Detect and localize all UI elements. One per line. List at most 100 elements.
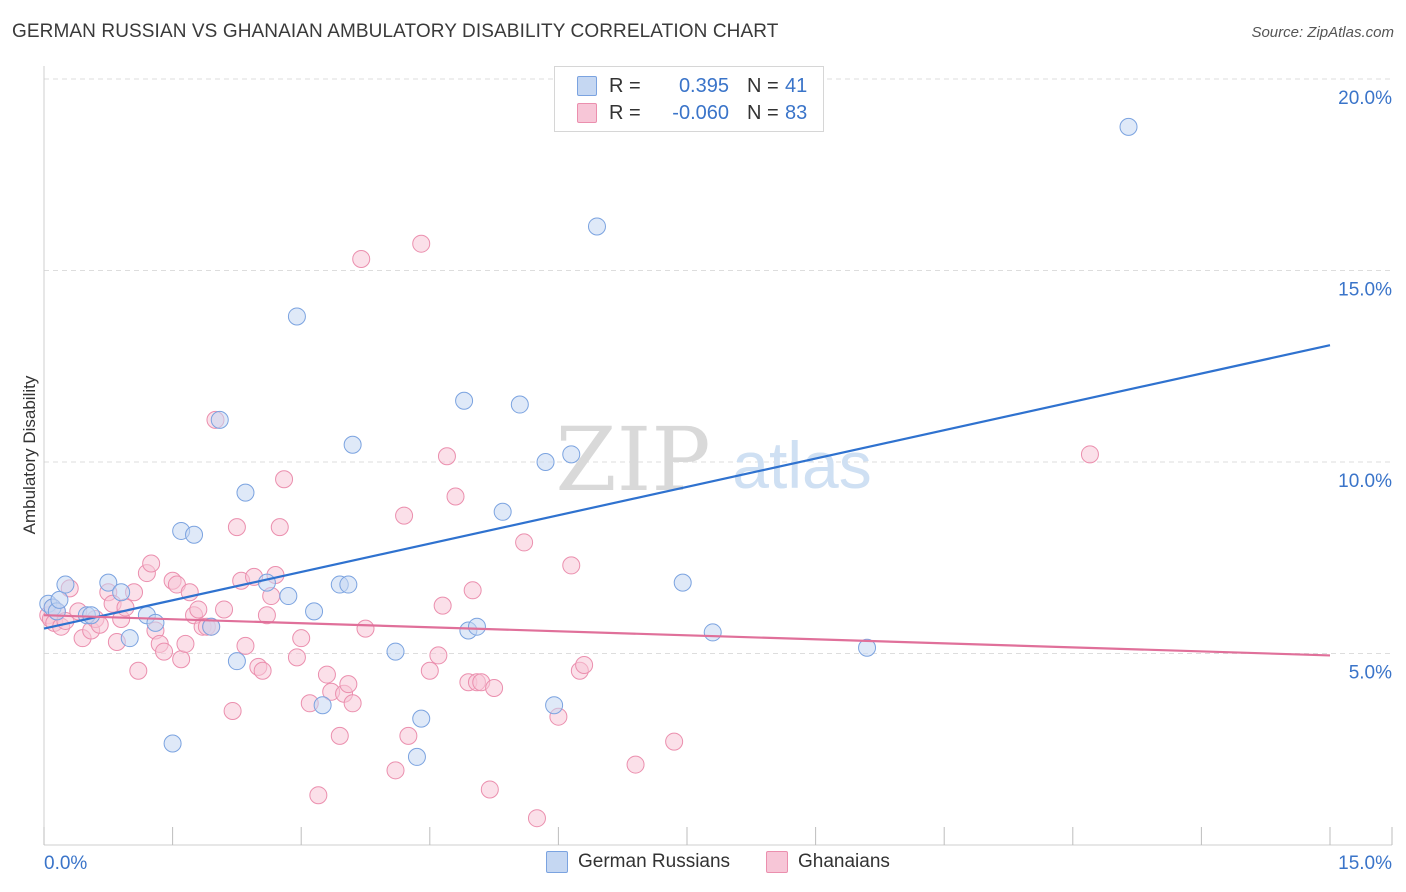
german-russians-point bbox=[82, 606, 101, 625]
german-russians-point bbox=[467, 617, 486, 636]
ghanaians-point bbox=[395, 506, 414, 525]
ghanaians-point bbox=[356, 619, 375, 638]
y-tick-label: 5.0% bbox=[1349, 663, 1392, 684]
ghanaians-point bbox=[352, 250, 371, 269]
trend-lines bbox=[43, 344, 1331, 657]
german-russians-point bbox=[703, 623, 722, 642]
n-value: 83 bbox=[785, 101, 808, 124]
ghanaians-point bbox=[172, 650, 191, 669]
blue-swatch bbox=[577, 76, 597, 96]
correlation-legend: R = 0.395 N = 41 R = -0.060 N = 83 bbox=[554, 66, 824, 132]
x-tick-label: 0.0% bbox=[44, 853, 87, 874]
german-russians-point bbox=[56, 575, 75, 594]
watermark: ZIP atlas bbox=[555, 408, 871, 511]
ghanaians-point bbox=[215, 600, 234, 619]
pink-swatch bbox=[766, 851, 788, 873]
german-russians-point bbox=[407, 747, 426, 766]
legend-item-german-russians[interactable]: German Russians bbox=[546, 851, 730, 873]
legend-row-ghanaians: R = -0.060 N = 83 bbox=[577, 100, 807, 126]
german-russians-point bbox=[236, 483, 255, 502]
ghanaians-point bbox=[562, 556, 581, 575]
ghanaians-point bbox=[275, 470, 294, 489]
german-russians-trend-line bbox=[43, 344, 1331, 630]
legend-label: Ghanaians bbox=[798, 851, 890, 872]
german-russians-point bbox=[545, 696, 564, 715]
ghanaians-point bbox=[236, 636, 255, 655]
blue-swatch bbox=[546, 851, 568, 873]
ghanaians-point bbox=[142, 554, 161, 573]
ghanaians-point bbox=[420, 661, 439, 680]
n-label: N = bbox=[747, 74, 779, 97]
german-russians-point bbox=[99, 573, 118, 592]
ghanaians-point bbox=[515, 533, 534, 552]
ghanaians-point bbox=[339, 675, 358, 694]
ghanaians-point bbox=[575, 655, 594, 674]
german-russians-point bbox=[343, 435, 362, 454]
legend-item-ghanaians[interactable]: Ghanaians bbox=[766, 851, 890, 873]
y-tick-label: 15.0% bbox=[1338, 280, 1392, 301]
german-russians-point bbox=[1119, 117, 1138, 136]
r-value: -0.060 bbox=[672, 101, 729, 124]
german-russians-point bbox=[858, 638, 877, 657]
german-russians-point bbox=[455, 391, 474, 410]
ghanaians-point bbox=[463, 581, 482, 600]
german-russians-point bbox=[673, 573, 692, 592]
german-russians-point bbox=[112, 583, 131, 602]
ghanaians-trend-line bbox=[43, 614, 1331, 657]
r-value: 0.395 bbox=[678, 74, 729, 97]
ghanaians-point bbox=[1080, 445, 1099, 464]
ghanaians-point bbox=[485, 678, 504, 697]
pink-swatch bbox=[577, 103, 597, 123]
ghanaians-point bbox=[429, 646, 448, 665]
ghanaians-point bbox=[437, 447, 456, 466]
watermark-zip: ZIP bbox=[555, 408, 710, 511]
ghanaians-point bbox=[116, 598, 135, 617]
ghanaians-points bbox=[39, 234, 1099, 828]
ghanaians-point bbox=[129, 661, 148, 680]
german-russians-point bbox=[493, 502, 512, 521]
ghanaians-point bbox=[330, 726, 349, 745]
german-russians-point bbox=[287, 307, 306, 326]
german-russians-point bbox=[279, 587, 298, 606]
ghanaians-point bbox=[433, 596, 452, 615]
ghanaians-point bbox=[292, 629, 311, 648]
ghanaians-point bbox=[386, 761, 405, 780]
y-tick-label: 20.0% bbox=[1338, 88, 1392, 109]
gridlines bbox=[44, 78, 1392, 654]
german-russians-point bbox=[227, 652, 246, 671]
german-russians-point bbox=[163, 734, 182, 753]
r-label: R = bbox=[609, 101, 641, 124]
n-label: N = bbox=[747, 101, 779, 124]
ghanaians-point bbox=[223, 701, 242, 720]
ghanaians-point bbox=[665, 732, 684, 751]
ghanaians-point bbox=[626, 755, 645, 774]
ghanaians-point bbox=[309, 786, 328, 805]
source-label: Source: ZipAtlas.com bbox=[1251, 24, 1394, 41]
ghanaians-point bbox=[480, 780, 499, 799]
r-label: R = bbox=[609, 74, 641, 97]
ghanaians-point bbox=[189, 600, 208, 619]
german-russians-point bbox=[313, 696, 332, 715]
axes bbox=[43, 66, 1392, 846]
german-russians-point bbox=[587, 217, 606, 236]
ghanaians-point bbox=[227, 518, 246, 537]
german-russians-point bbox=[120, 629, 139, 648]
german-russians-point bbox=[386, 642, 405, 661]
german-russians-point bbox=[339, 575, 358, 594]
ghanaians-point bbox=[412, 234, 431, 253]
german-russians-point bbox=[305, 602, 324, 621]
ghanaians-point bbox=[399, 726, 418, 745]
x-tick-label: 15.0% bbox=[1338, 853, 1392, 874]
ghanaians-point bbox=[287, 648, 306, 667]
series-legend: German Russians Ghanaians bbox=[0, 851, 1406, 877]
ghanaians-point bbox=[270, 518, 289, 537]
chart-title: GERMAN RUSSIAN VS GHANAIAN AMBULATORY DI… bbox=[12, 21, 779, 42]
ghanaians-point bbox=[446, 487, 465, 506]
german-russians-point bbox=[536, 453, 555, 471]
german-russians-point bbox=[185, 525, 204, 544]
n-value: 41 bbox=[785, 74, 808, 97]
ghanaians-point bbox=[527, 809, 546, 828]
ghanaians-point bbox=[257, 606, 276, 625]
ghanaians-point bbox=[253, 661, 272, 680]
